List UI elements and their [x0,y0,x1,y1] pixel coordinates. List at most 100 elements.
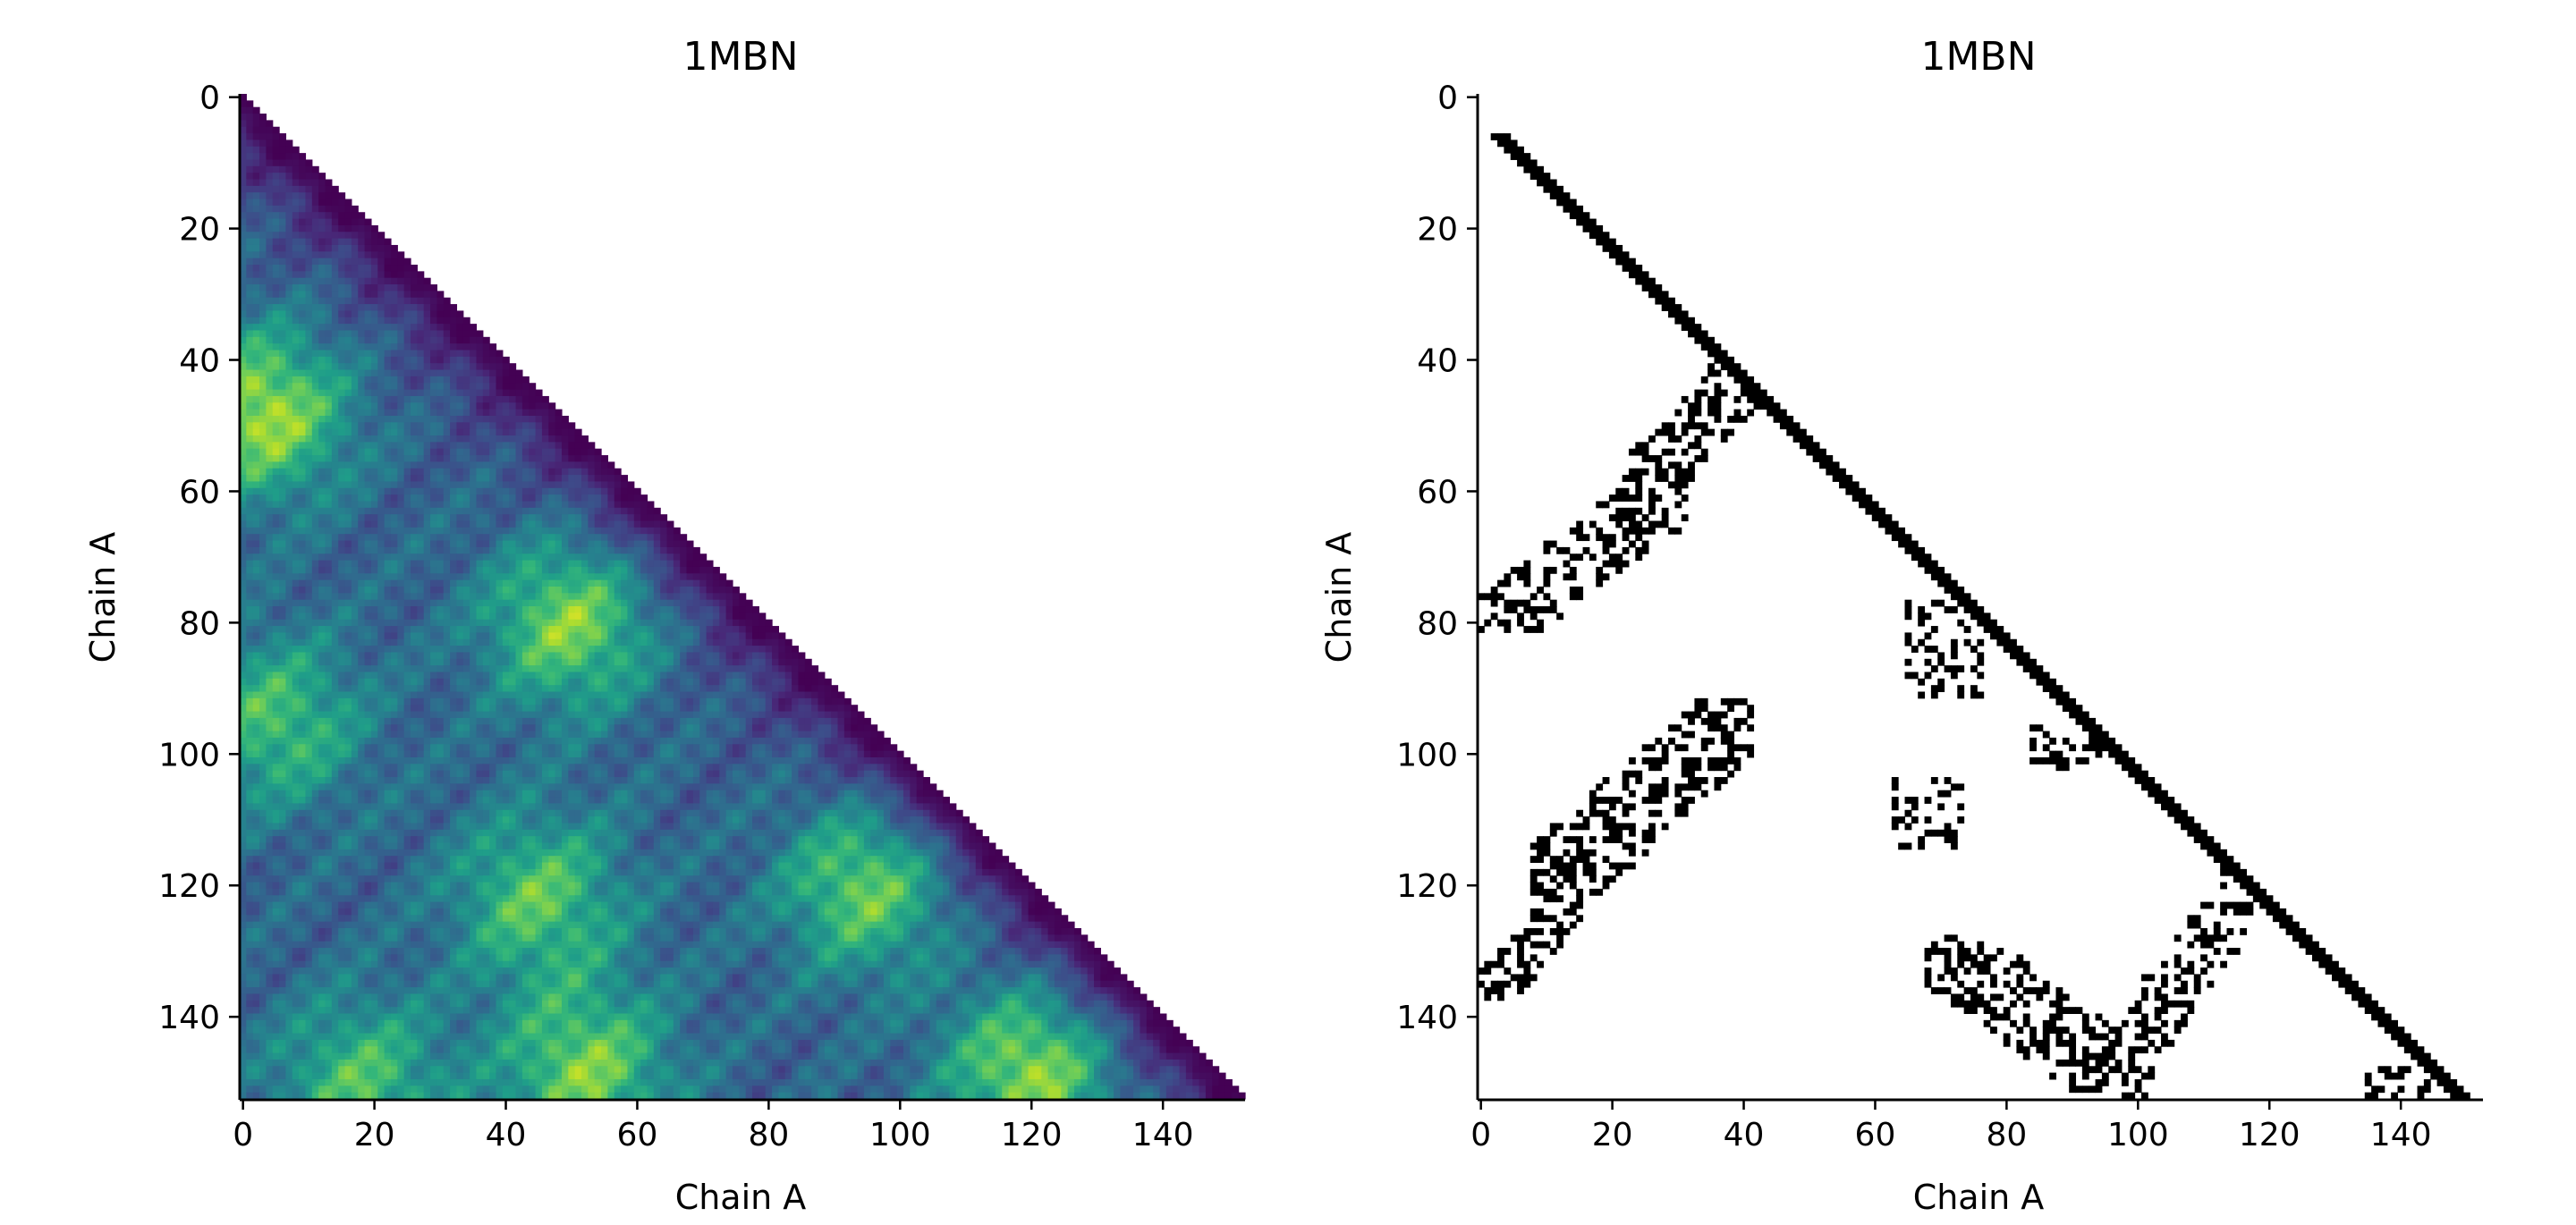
heatmap-cell [666,652,674,660]
heatmap-cell [351,258,359,266]
heatmap-cell [279,271,287,279]
heatmap-cell [739,646,747,654]
heatmap-cell [470,363,478,371]
heatmap-cell [411,297,418,305]
heatmap-cell [692,646,700,654]
heatmap-cell [325,646,333,654]
heatmap-cell [476,376,484,384]
heatmap-cell [430,672,437,680]
heatmap-cell [725,606,733,613]
heatmap-cell [364,428,372,436]
heatmap-cell [548,448,556,456]
heatmap-cell [331,579,339,587]
heatmap-cell [423,475,431,483]
heatmap-cell [535,534,543,542]
heatmap-cell [246,106,254,114]
heatmap-cell [581,442,589,450]
heatmap-cell [462,586,470,594]
heatmap-cell [305,646,313,654]
heatmap-cell [725,638,733,646]
heatmap-cell [482,376,490,384]
heatmap-cell [377,593,386,601]
heatmap-cell [403,336,411,344]
heatmap-cell [614,546,622,554]
heatmap-cell [627,697,635,705]
heatmap-cell [607,507,615,515]
heatmap-cell [266,711,274,719]
heatmap-cell [436,534,445,542]
heatmap-cell [344,579,352,587]
heatmap-cell [344,731,352,739]
heatmap-cell [529,685,537,693]
heatmap-cell [311,317,319,325]
heatmap-cell [411,271,418,279]
heatmap-cell [252,409,260,417]
heatmap-cell [364,363,372,371]
heatmap-cell [548,599,556,607]
heatmap-cell [450,553,458,562]
heatmap-cell [673,586,681,594]
heatmap-cell [824,685,832,693]
heatmap-cell [489,697,497,705]
heatmap-cell [462,475,470,483]
heatmap-cell [758,632,767,640]
heatmap-cell [259,711,267,719]
heatmap-cell [285,731,293,739]
heatmap-cell [476,481,484,489]
heatmap-cell [430,606,437,613]
heatmap-cell [246,199,254,207]
heatmap-cell [482,626,490,634]
heatmap-cell [266,638,274,646]
heatmap-cell [476,705,484,713]
heatmap-cell [436,678,445,686]
heatmap-cell [272,546,280,554]
heatmap-cell [384,330,392,338]
heatmap-cell [541,468,549,476]
heatmap-cell [252,422,260,430]
heatmap-cell [476,626,484,634]
heatmap-cell [299,336,307,344]
heatmap-cell [279,297,287,305]
heatmap-cell [252,487,260,495]
heatmap-cell [279,389,287,397]
heatmap-cell [338,409,346,417]
heatmap-cell [436,724,445,732]
heatmap-cell [364,402,372,410]
heatmap-cell [305,527,313,535]
heatmap-cell [377,691,386,699]
heatmap-cell [272,218,280,226]
heatmap-cell [344,218,352,226]
heatmap-cell [266,165,274,173]
heatmap-cell [292,277,300,285]
heatmap-cell [259,265,267,272]
heatmap-cell [482,632,490,640]
heatmap-cell [535,685,543,693]
heatmap-cell [712,717,720,725]
heatmap-cell [621,540,629,548]
heatmap-cell [279,224,287,232]
heatmap-cell [384,455,392,462]
heatmap-cell [436,317,445,325]
heatmap-cell [607,672,615,680]
heatmap-cell [292,395,300,403]
heatmap-cell [344,678,352,686]
heatmap-cell [443,546,451,554]
heatmap-cell [706,579,714,587]
heatmap-cell [430,724,437,732]
heatmap-cell [364,389,372,397]
heatmap-cell [699,626,708,634]
heatmap-cell [588,586,596,594]
heatmap-cell [331,560,339,568]
heatmap-cell [423,691,431,699]
heatmap-cell [344,350,352,358]
heatmap-cell [240,369,247,377]
heatmap-cell [285,461,293,469]
heatmap-cell [364,277,372,285]
heatmap-cell [581,691,589,699]
heatmap-cell [299,685,307,693]
heatmap-cell [739,606,747,613]
heatmap-cell [285,711,293,719]
heatmap-cell [614,560,622,568]
heatmap-cell [411,573,418,581]
heatmap-cell [285,199,293,207]
